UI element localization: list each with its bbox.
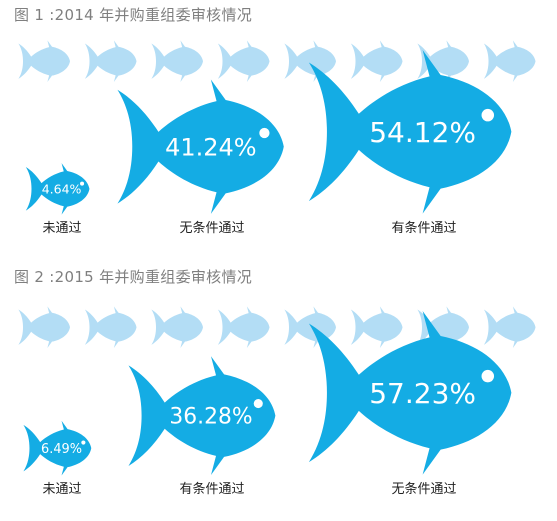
chart-2015-canvas: 6.49% 未通过 36.28% 有条件通过 57.23% 无条件通过	[18, 306, 536, 497]
data-fish-mark	[25, 163, 90, 215]
chart-title: 图 2 :2015 年并购重组委审核情况	[14, 268, 253, 286]
category-label: 有条件通过	[179, 481, 244, 497]
category-label: 未通过	[42, 221, 81, 236]
fish-icon	[151, 40, 203, 83]
fish-icon	[284, 40, 336, 83]
fish-icon	[483, 40, 536, 83]
fish-icon	[84, 40, 137, 83]
fish-eye-icon	[81, 440, 86, 445]
chart-2014-canvas: 4.64% 未通过 41.24% 无条件通过 54.12% 有条件通过	[18, 40, 536, 236]
value-label: 4.64%	[42, 181, 82, 196]
fish-eye-icon	[253, 399, 263, 409]
category-label: 未通过	[42, 482, 81, 497]
value-label: 41.24%	[165, 133, 257, 161]
chart-2014: 图 1 :2014 年并购重组委审核情况 4.64% 未通过 41.24% 无条件通过…	[0, 0, 557, 260]
value-label: 6.49%	[41, 442, 82, 457]
fish-eye-icon	[481, 369, 495, 383]
fish-icon	[417, 40, 469, 83]
fish-icon	[18, 306, 70, 349]
data-fish-mark	[23, 420, 92, 476]
data-fish-mark	[128, 356, 276, 475]
fish-icon	[217, 306, 270, 349]
value-label: 57.23%	[369, 377, 476, 410]
chart-2015: 图 2 :2015 年并购重组委审核情况 6.49% 未通过 36.28% 有条件通过…	[0, 262, 557, 521]
fish-icon	[217, 40, 270, 83]
fish-eye-icon	[80, 181, 85, 186]
fish-eye-icon	[259, 127, 270, 139]
fish-icon	[483, 306, 536, 349]
category-label: 有条件通过	[391, 220, 456, 236]
fish-icon	[350, 306, 403, 349]
fish-icon	[18, 40, 70, 83]
fish-icon	[350, 40, 403, 83]
fish-icon	[417, 306, 469, 349]
data-fish-mark	[308, 49, 512, 214]
value-label: 54.12%	[369, 116, 476, 149]
fish-eye-icon	[481, 108, 495, 122]
value-label: 36.28%	[169, 404, 252, 429]
fish-icon	[151, 306, 203, 349]
category-label: 无条件通过	[391, 481, 456, 497]
data-fish-mark	[117, 79, 284, 214]
fish-icon	[84, 306, 137, 349]
category-label: 无条件通过	[179, 220, 244, 236]
chart-title: 图 1 :2014 年并购重组委审核情况	[14, 6, 253, 24]
data-fish-mark	[308, 310, 512, 475]
